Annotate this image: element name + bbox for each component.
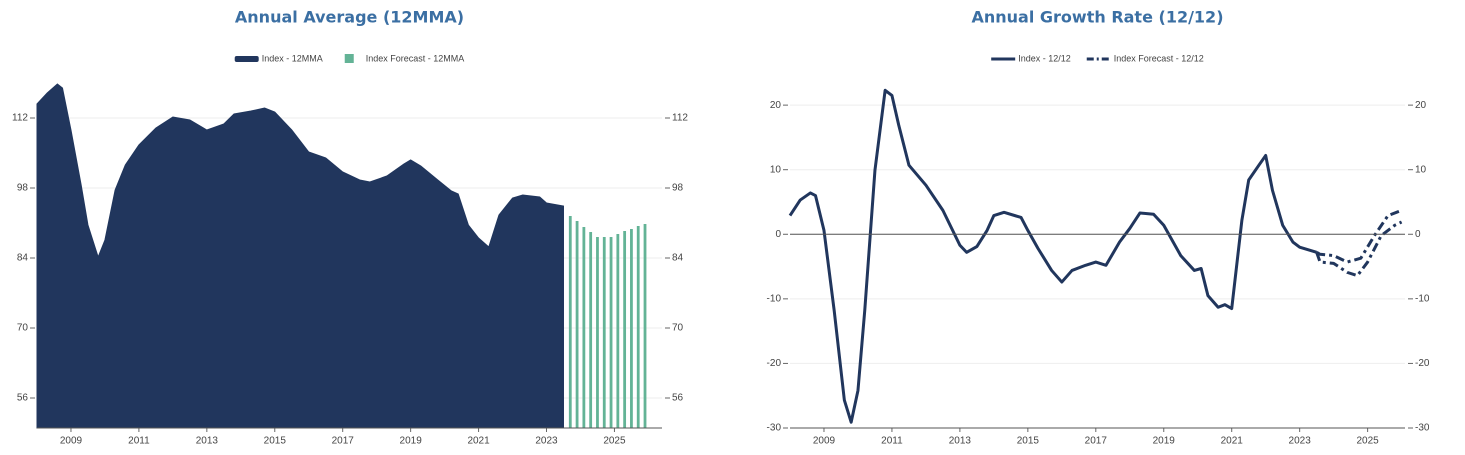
y-tick-label: -10 xyxy=(1415,293,1430,304)
x-tick-label: 2009 xyxy=(60,436,83,447)
line xyxy=(1315,208,1403,264)
x-tick-label: 2015 xyxy=(1017,436,1040,447)
y-tick-label: 10 xyxy=(770,164,782,175)
x-tick-label: 2017 xyxy=(1085,436,1108,447)
legend: Index - 12/12 Index Forecast - 12/12 xyxy=(991,53,1204,63)
chart-title: Annual Growth Rate (12/12) xyxy=(972,8,1224,27)
x-tick-label: 2013 xyxy=(196,436,219,447)
x-tick-label: 2021 xyxy=(1221,436,1244,447)
x-tick-label: 2015 xyxy=(264,436,287,447)
bar xyxy=(589,232,593,428)
legend-swatch xyxy=(234,56,259,62)
y-tick-label: 98 xyxy=(672,183,684,194)
bar xyxy=(609,237,613,428)
x-tick-label: 2017 xyxy=(332,436,355,447)
x-tick-label: 2013 xyxy=(949,436,972,447)
y-tick-label: 112 xyxy=(672,113,688,124)
x-tick-label: 2011 xyxy=(128,436,150,447)
y-tick-label: 112 xyxy=(12,113,28,124)
bar xyxy=(602,237,606,428)
x-tick-label: 2019 xyxy=(1153,436,1176,447)
legend-label: Index - 12MMA xyxy=(262,53,323,63)
y-tick-label: 84 xyxy=(17,253,29,264)
x-tick-label: 2023 xyxy=(1289,436,1312,447)
y-tick-label: 84 xyxy=(672,253,684,264)
area xyxy=(36,83,564,429)
bar xyxy=(575,221,579,428)
legend: Index - 12MMA Index Forecast - 12MMA xyxy=(234,53,465,63)
bar xyxy=(582,227,586,428)
y-tick-label: -20 xyxy=(1415,358,1430,369)
bar xyxy=(630,229,633,428)
y-tick-label: -30 xyxy=(767,423,782,434)
y-tick-label: -30 xyxy=(1415,423,1430,434)
chart: Annual Growth Rate (12/12) -30 -30 -20 -20 -1… xyxy=(767,8,1430,447)
x-tick-label: 2019 xyxy=(400,436,423,447)
y-tick-label: 98 xyxy=(17,183,29,194)
bar xyxy=(636,226,640,428)
y-tick-label: 10 xyxy=(1415,164,1427,175)
y-tick-label: 70 xyxy=(17,323,29,334)
y-tick-label: -20 xyxy=(767,358,782,369)
x-tick-label: 2009 xyxy=(813,436,836,447)
x-tick-label: 2025 xyxy=(603,436,626,447)
y-tick-label: 20 xyxy=(770,100,782,111)
y-tick-label: 56 xyxy=(17,393,29,404)
bar xyxy=(643,224,647,428)
legend-label: Index Forecast - 12MMA xyxy=(366,53,465,63)
bar xyxy=(623,231,627,428)
legend-label: Index Forecast - 12/12 xyxy=(1114,53,1204,63)
x-tick-label: 2021 xyxy=(467,436,490,447)
x-tick-label: 2023 xyxy=(535,436,558,447)
y-tick-label: -10 xyxy=(767,293,782,304)
line xyxy=(788,88,1318,424)
line xyxy=(1315,220,1403,278)
bar xyxy=(596,237,599,428)
chart-title: Annual Average (12MMA) xyxy=(235,8,464,27)
y-tick-label: 56 xyxy=(672,393,684,404)
y-tick-label: 20 xyxy=(1415,100,1427,111)
y-tick-label: 0 xyxy=(775,229,781,240)
y-tick-label: 0 xyxy=(1415,229,1421,240)
bar xyxy=(568,216,572,428)
x-tick-label: 2025 xyxy=(1356,436,1379,447)
bar xyxy=(616,234,620,428)
y-tick-label: 70 xyxy=(672,323,684,334)
chart: Annual Average (12MMA) 56 56 70 70 84 84 98 98 11… xyxy=(12,8,688,447)
legend-label: Index - 12/12 xyxy=(1018,53,1071,63)
x-tick-label: 2011 xyxy=(881,436,903,447)
legend-swatch xyxy=(344,54,354,63)
